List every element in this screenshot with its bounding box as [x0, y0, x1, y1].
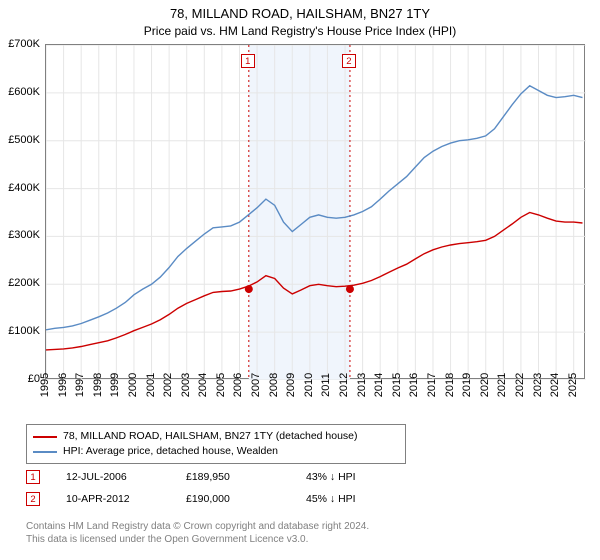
- marker-box-1: 1: [26, 470, 40, 484]
- marker-table: 1 12-JUL-2006 £189,950 43% ↓ HPI 2 10-AP…: [26, 466, 426, 510]
- marker-date-1: 12-JUL-2006: [66, 471, 186, 483]
- marker-delta-1: 43% ↓ HPI: [306, 471, 426, 483]
- marker-delta-2: 45% ↓ HPI: [306, 493, 426, 505]
- chart-svg: [46, 45, 586, 380]
- legend-label-price: 78, MILLAND ROAD, HAILSHAM, BN27 1TY (de…: [63, 429, 358, 444]
- marker-price-2: £190,000: [186, 493, 306, 505]
- chart-container: 78, MILLAND ROAD, HAILSHAM, BN27 1TY Pri…: [0, 0, 600, 560]
- marker-price-1: £189,950: [186, 471, 306, 483]
- legend-item-price: 78, MILLAND ROAD, HAILSHAM, BN27 1TY (de…: [33, 429, 399, 444]
- legend-swatch-hpi: [33, 451, 57, 453]
- table-row: 2 10-APR-2012 £190,000 45% ↓ HPI: [26, 488, 426, 510]
- footer-line-1: Contains HM Land Registry data © Crown c…: [26, 520, 369, 533]
- legend-swatch-price: [33, 436, 57, 438]
- title-line-1: 78, MILLAND ROAD, HAILSHAM, BN27 1TY: [0, 6, 600, 21]
- marker-date-2: 10-APR-2012: [66, 493, 186, 505]
- chart-plot-area: [45, 44, 585, 379]
- footer: Contains HM Land Registry data © Crown c…: [26, 520, 369, 546]
- table-row: 1 12-JUL-2006 £189,950 43% ↓ HPI: [26, 466, 426, 488]
- footer-line-2: This data is licensed under the Open Gov…: [26, 533, 369, 546]
- marker-box-2: 2: [26, 492, 40, 506]
- legend-label-hpi: HPI: Average price, detached house, Weal…: [63, 444, 278, 459]
- legend-item-hpi: HPI: Average price, detached house, Weal…: [33, 444, 399, 459]
- title-line-2: Price paid vs. HM Land Registry's House …: [0, 24, 600, 38]
- legend: 78, MILLAND ROAD, HAILSHAM, BN27 1TY (de…: [26, 424, 406, 464]
